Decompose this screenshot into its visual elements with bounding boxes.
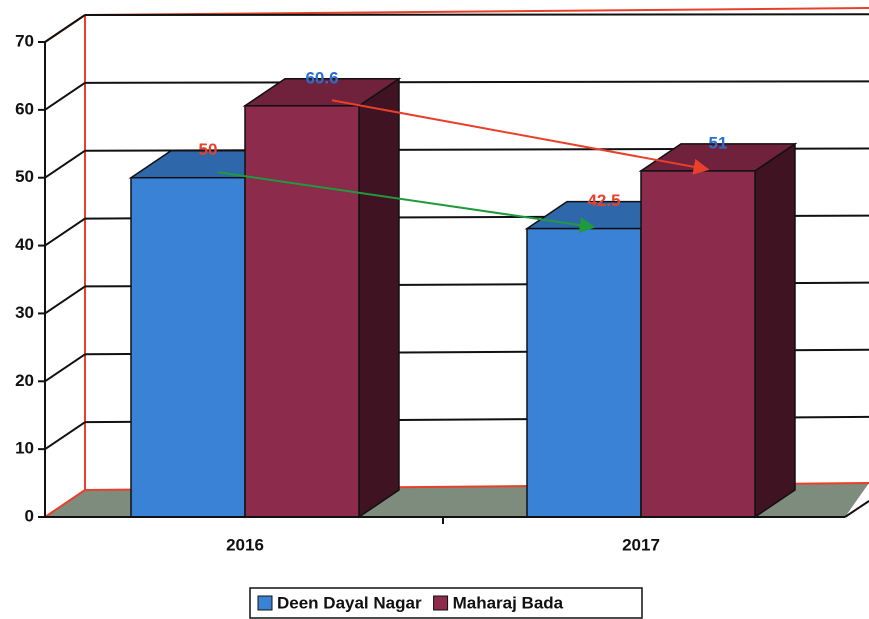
- bar-side: [358, 77, 400, 519]
- wall-edge: [44, 489, 86, 518]
- grid-line: [84, 80, 869, 84]
- bar: [526, 227, 642, 518]
- grid-line: [44, 353, 86, 383]
- y-tick-label: 60: [15, 99, 34, 118]
- legend-label: Maharaj Bada: [453, 593, 564, 612]
- bar: [244, 105, 360, 518]
- y-tick-label: 50: [15, 167, 34, 186]
- y-tick-label: 10: [15, 439, 34, 458]
- grid-line: [84, 13, 869, 16]
- legend-swatch: [257, 595, 273, 611]
- legend-swatch: [433, 595, 449, 611]
- data-label: 42.5: [587, 191, 620, 210]
- y-tick-label: 40: [15, 235, 34, 254]
- grid-line: [44, 421, 86, 450]
- y-tick-label: 0: [25, 506, 34, 525]
- bar: [130, 176, 246, 518]
- x-tick-label: 2017: [622, 535, 660, 554]
- grid-line: [44, 285, 86, 315]
- data-label: 51: [709, 133, 728, 152]
- legend-items: Deen Dayal Nagar Maharaj Bada: [257, 593, 564, 612]
- y-tick-label: 70: [15, 31, 34, 50]
- bars: [128, 77, 798, 519]
- trend-arrow: [217, 171, 596, 233]
- wall-edge: [84, 7, 869, 16]
- x-tick-label: 2016: [226, 535, 264, 554]
- grid-line: [44, 82, 86, 111]
- y-tick-label: 30: [15, 303, 34, 322]
- y-tick-label: 20: [15, 371, 34, 390]
- grid-line: [44, 149, 86, 179]
- bar-side: [754, 142, 796, 519]
- grid-line: [44, 217, 86, 247]
- legend-label: Deen Dayal Nagar: [277, 593, 422, 612]
- x-axis: [844, 500, 869, 518]
- trend-arrow: [331, 99, 710, 175]
- bar: [640, 170, 756, 518]
- data-label: 60.6: [305, 68, 338, 87]
- data-label: 50: [199, 140, 218, 159]
- grid-line: [44, 14, 86, 43]
